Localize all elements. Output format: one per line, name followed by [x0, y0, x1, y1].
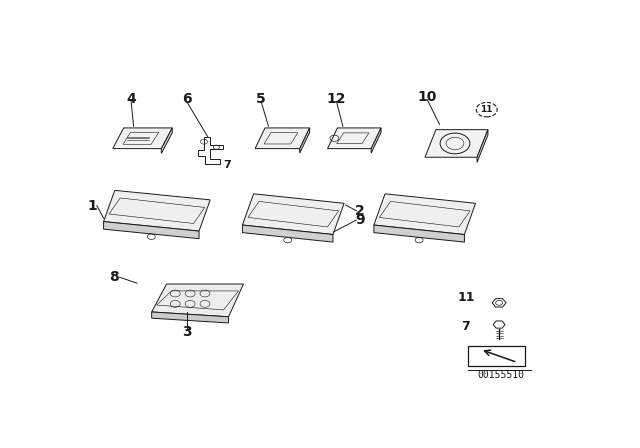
Polygon shape: [374, 225, 465, 242]
Text: 4: 4: [126, 91, 136, 106]
Text: 3: 3: [182, 326, 191, 340]
Text: 12: 12: [326, 91, 346, 106]
Polygon shape: [255, 128, 310, 149]
Text: 2: 2: [355, 204, 365, 218]
Text: 7: 7: [223, 160, 230, 170]
Polygon shape: [243, 225, 333, 242]
Bar: [468, 346, 525, 366]
Polygon shape: [371, 128, 381, 153]
Polygon shape: [300, 128, 310, 153]
Text: 7: 7: [461, 320, 470, 333]
Text: 10: 10: [417, 90, 437, 104]
Polygon shape: [425, 129, 488, 157]
Text: 9: 9: [355, 213, 365, 227]
Polygon shape: [113, 128, 172, 149]
Text: 1: 1: [87, 198, 97, 212]
Text: 00155510: 00155510: [477, 370, 524, 380]
Polygon shape: [152, 312, 228, 323]
Polygon shape: [104, 222, 199, 239]
Polygon shape: [104, 190, 210, 231]
Polygon shape: [374, 194, 476, 234]
Text: 8: 8: [109, 270, 118, 284]
Text: 6: 6: [182, 91, 191, 106]
Polygon shape: [328, 128, 381, 149]
Polygon shape: [243, 194, 344, 234]
Text: 11: 11: [457, 292, 475, 305]
Polygon shape: [477, 129, 488, 163]
Text: 5: 5: [256, 91, 266, 106]
Polygon shape: [161, 128, 172, 154]
Polygon shape: [152, 284, 243, 317]
Text: 11: 11: [481, 105, 493, 114]
